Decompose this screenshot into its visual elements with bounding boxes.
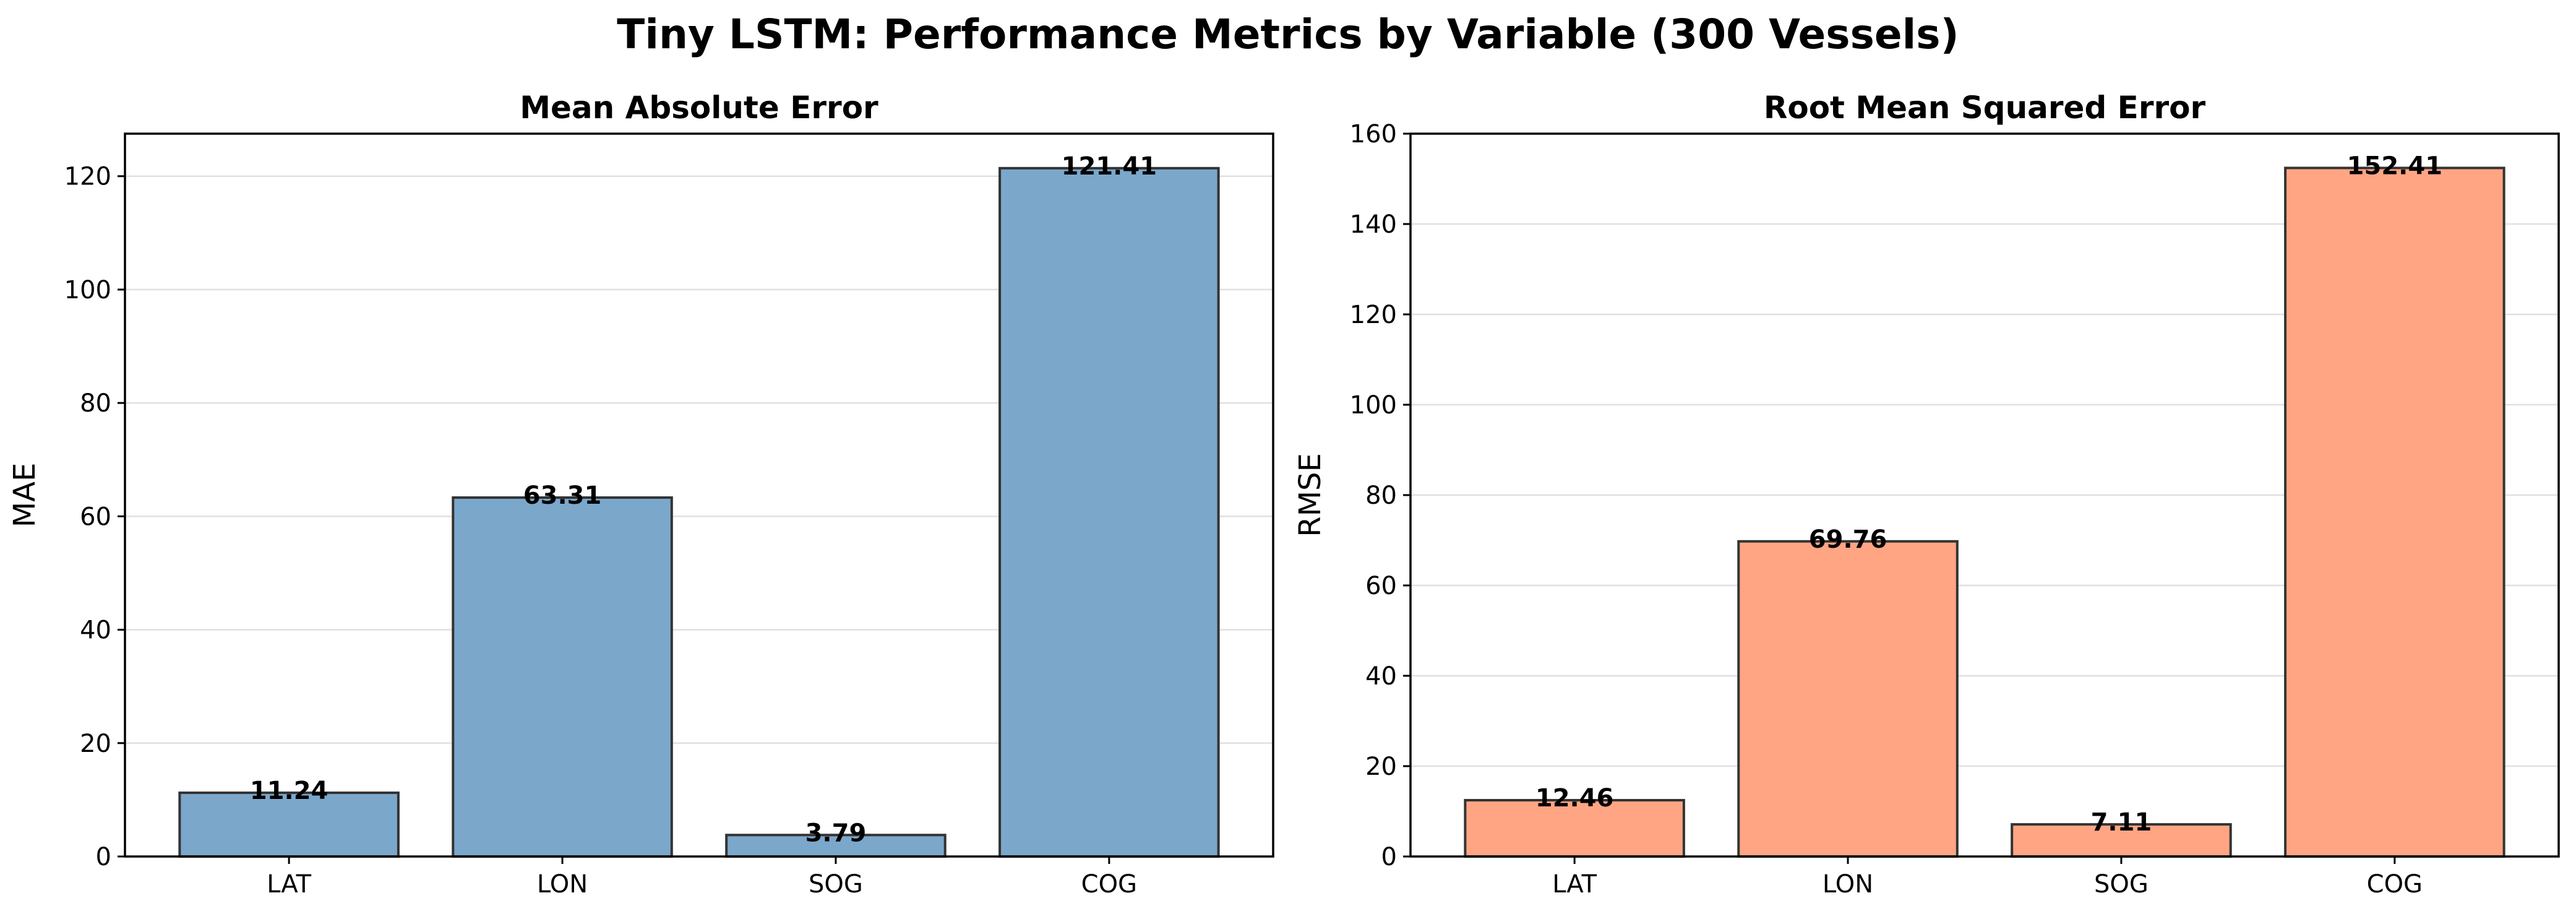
rmse-bar-sog (2011, 823, 2232, 858)
rmse-bar-value-label: 152.41 (2347, 152, 2442, 180)
mae-ytick-label: 20 (80, 730, 111, 758)
rmse-xtick-label: LAT (1552, 870, 1597, 899)
rmse-bar-value-label: 7.11 (2091, 808, 2152, 837)
rmse-xtick-label: LON (1823, 870, 1873, 899)
mae-ytick-label: 60 (80, 503, 111, 531)
mae-bar-value-label: 63.31 (523, 481, 602, 510)
mae-bar-value-label: 11.24 (250, 777, 328, 805)
mae-axes-frame (124, 132, 1274, 858)
mae-xtick-label: LON (537, 870, 588, 899)
mae-chart-title: Mean Absolute Error (520, 90, 878, 126)
mae-bar-value-label: 121.41 (1062, 152, 1157, 181)
rmse-bar-cog (2284, 166, 2505, 858)
mae-xtick-label: LAT (267, 870, 311, 899)
mae-bar-value-label: 3.79 (805, 819, 867, 847)
mae-ytick-label: 0 (96, 843, 111, 871)
rmse-chart-panel: 12.46 69.76 7.11 152.41 0 20 40 60 80 100 120 140 16… (1293, 90, 2560, 899)
mae-y-axis-label: MAE (7, 463, 42, 528)
mae-bar-cog (998, 166, 1220, 858)
mae-ytick-label: 40 (80, 616, 111, 645)
rmse-xtick-label: COG (2367, 870, 2423, 899)
rmse-ytick-label: 20 (1365, 753, 1397, 781)
rmse-ytick-label: 140 (1350, 210, 1397, 239)
rmse-chart-title: Root Mean Squared Error (1764, 90, 2206, 126)
rmse-xtick-label: SOG (2094, 870, 2149, 899)
mae-ytick-label: 100 (64, 276, 111, 304)
rmse-bar-lon (1737, 540, 1959, 858)
mae-chart-panel: 11.24 63.31 3.79 121.41 0 20 40 60 80 100 120 LAT LO… (7, 90, 1274, 899)
mae-xtick-label: SOG (809, 870, 863, 899)
mae-ytick-label: 80 (80, 389, 111, 418)
mae-ytick-label: 120 (64, 163, 111, 191)
rmse-ytick-label: 60 (1365, 572, 1397, 600)
rmse-y-axis-label: RMSE (1293, 453, 1328, 537)
rmse-ytick-label: 100 (1350, 391, 1397, 420)
rmse-bar-lat (1464, 799, 1685, 858)
rmse-ytick-label: 40 (1365, 662, 1397, 691)
mae-xtick-label: COG (1081, 870, 1137, 899)
rmse-ytick-label: 120 (1350, 301, 1397, 329)
rmse-bar-value-label: 12.46 (1535, 784, 1614, 813)
figure-title: Tiny LSTM: Performance Metrics by Variab… (617, 11, 1959, 58)
rmse-ytick-label: 0 (1381, 843, 1397, 871)
mae-bar-lon (452, 496, 673, 858)
mae-bar-sog (725, 834, 947, 858)
rmse-ytick-label: 160 (1350, 120, 1397, 149)
rmse-bar-value-label: 69.76 (1809, 525, 1887, 554)
rmse-ytick-label: 80 (1365, 481, 1397, 510)
